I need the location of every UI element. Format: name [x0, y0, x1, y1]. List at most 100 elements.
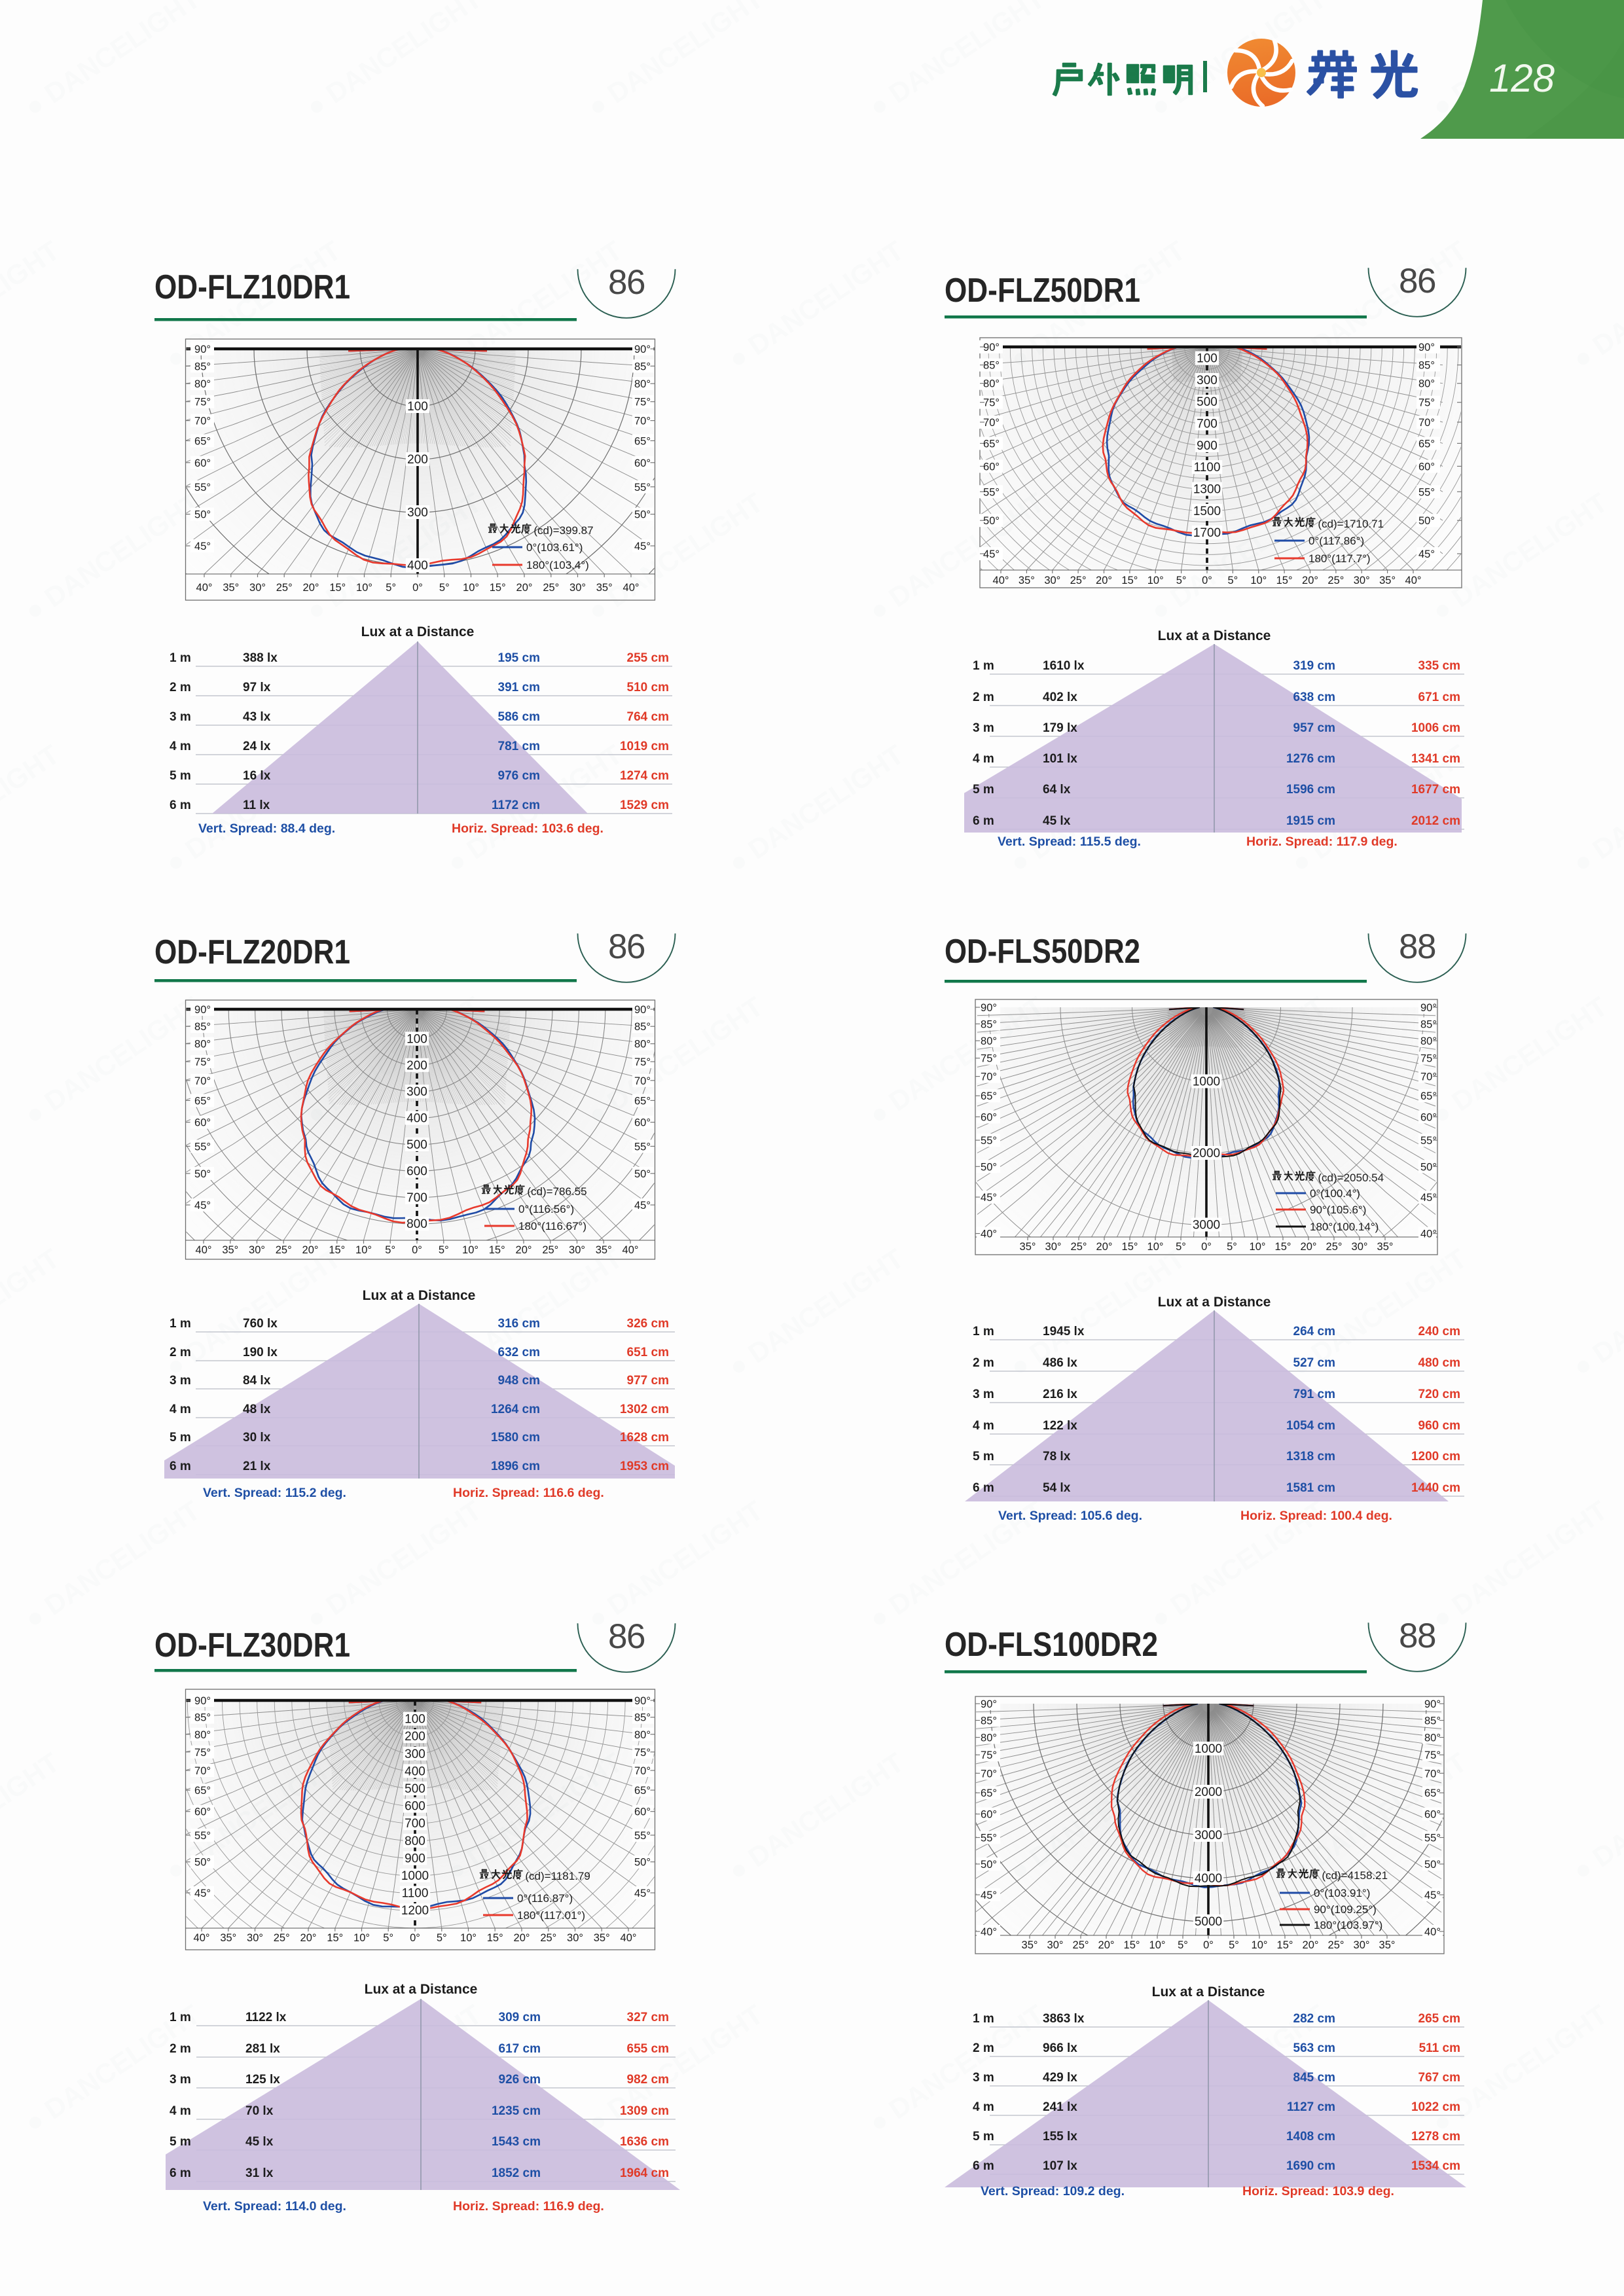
svg-text:10°: 10° [1252, 1939, 1268, 1951]
svg-text:70°: 70° [634, 1765, 651, 1777]
svg-text:35°: 35° [594, 1932, 610, 1944]
svg-text:10°: 10° [356, 582, 372, 594]
svg-text:45°: 45° [194, 1888, 211, 1899]
svg-text:(cd)=4158.21: (cd)=4158.21 [1322, 1869, 1388, 1882]
svg-text:60°: 60° [194, 1806, 211, 1818]
svg-text:6 m: 6 m [973, 1481, 994, 1495]
svg-text:65°: 65° [194, 1095, 211, 1107]
svg-text:30°: 30° [569, 1244, 585, 1256]
svg-text:107 lx: 107 lx [1043, 2159, 1077, 2173]
svg-text:60°: 60° [981, 1111, 997, 1123]
svg-text:90°: 90° [981, 1002, 997, 1014]
svg-text:Vert. Spread: 115.2 deg.: Vert. Spread: 115.2 deg. [203, 1486, 346, 1500]
svg-text:500: 500 [406, 1138, 427, 1152]
svg-text:281 lx: 281 lx [245, 2042, 280, 2056]
svg-text:64 lx: 64 lx [1043, 783, 1071, 797]
svg-text:264 cm: 264 cm [1293, 1325, 1335, 1338]
svg-text:Vert. Spread: 88.4 deg.: Vert. Spread: 88.4 deg. [198, 821, 335, 836]
svg-text:60°: 60° [634, 1117, 651, 1129]
svg-text:Lux at a Distance: Lux at a Distance [361, 624, 475, 639]
svg-text:1 m: 1 m [973, 2012, 994, 2026]
svg-text:30°: 30° [1047, 1939, 1064, 1951]
svg-text:2 m: 2 m [170, 681, 191, 694]
svg-text:926 cm: 926 cm [499, 2073, 541, 2087]
svg-text:80°: 80° [981, 1035, 997, 1047]
svg-text:309 cm: 309 cm [499, 2011, 541, 2024]
svg-text:1309 cm: 1309 cm [620, 2104, 669, 2118]
svg-text:35°: 35° [596, 582, 613, 594]
svg-text:45°: 45° [634, 541, 651, 552]
svg-text:10°: 10° [1149, 1939, 1166, 1951]
svg-text:Lux at a Distance: Lux at a Distance [363, 1288, 476, 1303]
svg-text:80°: 80° [1420, 1035, 1437, 1047]
svg-text:5°: 5° [1176, 575, 1187, 586]
svg-text:4000: 4000 [1195, 1872, 1222, 1886]
svg-text:0°(116.87°): 0°(116.87°) [517, 1892, 573, 1905]
svg-text:1276 cm: 1276 cm [1286, 752, 1335, 766]
svg-text:50°: 50° [981, 1859, 997, 1871]
svg-text:Vert. Spread: 114.0 deg.: Vert. Spread: 114.0 deg. [203, 2199, 346, 2214]
svg-text:(cd)=399.87: (cd)=399.87 [533, 524, 593, 537]
svg-text:200: 200 [407, 453, 428, 467]
svg-text:15°: 15° [329, 582, 346, 594]
svg-text:180°(116.67°): 180°(116.67°) [518, 1220, 586, 1232]
svg-text:1000: 1000 [1193, 1075, 1220, 1089]
svg-text:0°(117.86°): 0°(117.86°) [1308, 535, 1364, 547]
svg-text:43 lx: 43 lx [243, 710, 271, 724]
svg-text:(cd)=786.55: (cd)=786.55 [527, 1185, 586, 1198]
svg-text:40°: 40° [1420, 1229, 1437, 1240]
svg-text:60°: 60° [1418, 461, 1435, 473]
svg-text:0°: 0° [412, 582, 423, 594]
svg-text:75°: 75° [634, 397, 651, 408]
svg-text:30°: 30° [1354, 1939, 1370, 1951]
svg-text:1610 lx: 1610 lx [1043, 659, 1085, 673]
svg-text:200: 200 [406, 1059, 427, 1073]
svg-text:75°: 75° [1424, 1749, 1441, 1761]
svg-text:25°: 25° [1328, 1939, 1344, 1951]
svg-text:40°: 40° [993, 575, 1009, 586]
svg-text:122 lx: 122 lx [1043, 1419, 1077, 1433]
svg-text:35°: 35° [596, 1244, 612, 1256]
svg-text:3 m: 3 m [973, 721, 994, 735]
svg-text:1235 cm: 1235 cm [492, 2104, 541, 2118]
svg-text:35°: 35° [1379, 575, 1396, 586]
svg-text:70°: 70° [634, 1075, 651, 1087]
svg-text:45°: 45° [634, 1200, 651, 1211]
svg-text:20°: 20° [1098, 1939, 1115, 1951]
svg-text:80°: 80° [194, 1039, 211, 1050]
svg-text:75°: 75° [194, 397, 211, 408]
svg-text:50°: 50° [634, 1168, 651, 1180]
svg-text:1264 cm: 1264 cm [491, 1403, 540, 1416]
svg-text:1580 cm: 1580 cm [491, 1431, 540, 1444]
svg-text:55°: 55° [983, 486, 1000, 498]
svg-text:60°: 60° [1424, 1809, 1441, 1821]
svg-text:300: 300 [406, 1085, 427, 1099]
svg-text:300: 300 [407, 506, 428, 520]
svg-text:OD-FLZ50DR1: OD-FLZ50DR1 [945, 272, 1140, 310]
svg-text:80°: 80° [194, 1729, 211, 1741]
svg-text:1006 cm: 1006 cm [1411, 721, 1460, 735]
svg-text:55°: 55° [194, 482, 211, 493]
svg-text:70 lx: 70 lx [245, 2104, 274, 2118]
svg-text:1000: 1000 [401, 1869, 429, 1883]
svg-text:400: 400 [407, 559, 428, 573]
svg-text:75°: 75° [1418, 397, 1435, 409]
svg-text:Horiz. Spread: 103.9 deg.: Horiz. Spread: 103.9 deg. [1242, 2184, 1394, 2198]
svg-text:5 m: 5 m [973, 1450, 994, 1463]
svg-text:1 m: 1 m [973, 659, 994, 673]
svg-text:1534 cm: 1534 cm [1411, 2159, 1460, 2173]
svg-text:632 cm: 632 cm [498, 1346, 540, 1359]
svg-text:5 m: 5 m [973, 2130, 994, 2144]
svg-text:40°: 40° [194, 1932, 210, 1944]
svg-text:OD-FLZ10DR1: OD-FLZ10DR1 [154, 268, 350, 306]
svg-text:55°: 55° [634, 482, 651, 493]
svg-text:80°: 80° [634, 1729, 651, 1741]
svg-text:20°: 20° [516, 582, 533, 594]
svg-text:429 lx: 429 lx [1043, 2071, 1077, 2085]
svg-text:1200: 1200 [401, 1904, 429, 1918]
svg-text:85°: 85° [1424, 1715, 1441, 1727]
svg-text:180°(117.01°): 180°(117.01°) [517, 1909, 585, 1922]
svg-text:500: 500 [1197, 395, 1218, 409]
svg-text:Horiz. Spread: 116.6 deg.: Horiz. Spread: 116.6 deg. [453, 1486, 604, 1500]
svg-text:0°: 0° [1202, 575, 1212, 586]
